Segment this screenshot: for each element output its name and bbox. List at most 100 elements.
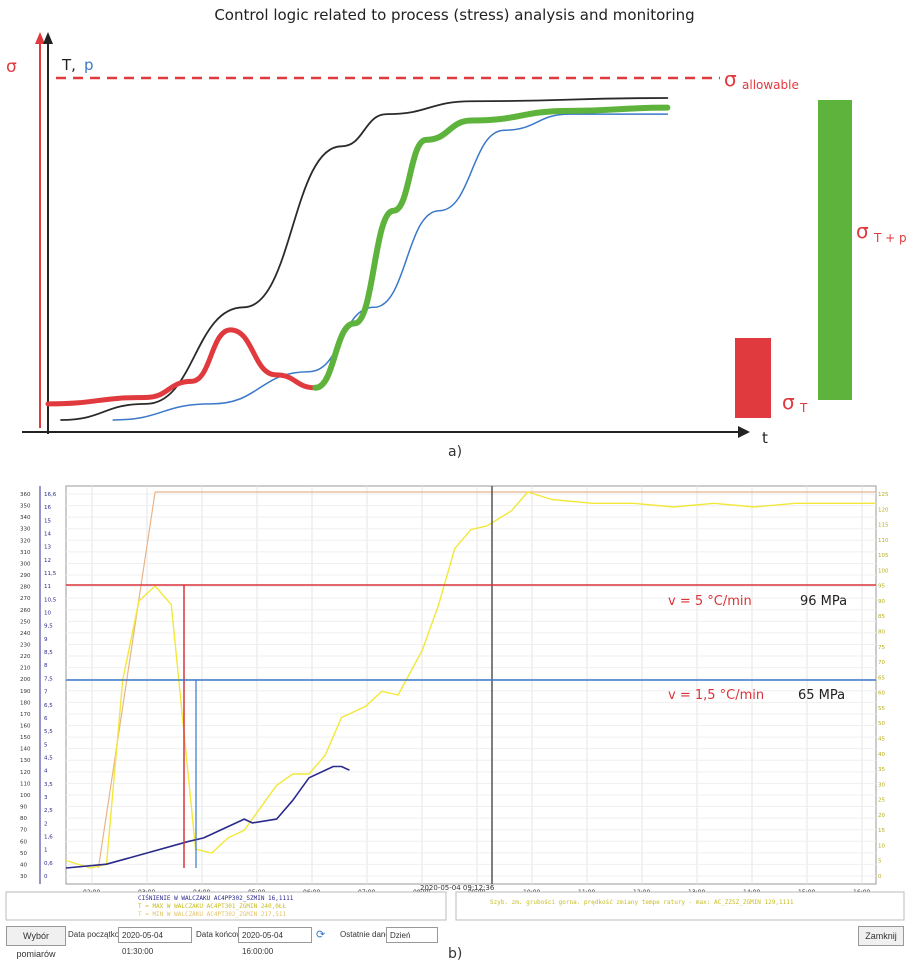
- y-right-tick-label: 20: [878, 813, 885, 819]
- caption-a: a): [448, 444, 462, 458]
- close-button[interactable]: Zamknij: [858, 926, 904, 946]
- y-pressure-tick-label: 7,5: [44, 676, 53, 682]
- y-pressure-tick-label: 5,5: [44, 729, 53, 735]
- y-right-tick-label: 125: [878, 492, 889, 498]
- y-right-tick-label: 85: [878, 614, 885, 620]
- y-left-tick-label: 100: [20, 793, 31, 799]
- series-navy: [65, 765, 350, 869]
- legend-rate: Szyb. zm. grubości gorna. prędkość zmian…: [490, 899, 794, 906]
- y-pressure-tick-label: 0,6: [44, 861, 53, 867]
- y-pressure-tick-label: 6: [44, 716, 48, 722]
- y-pressure-tick-label: 1,6: [44, 834, 53, 840]
- y-pressure-tick-label: 3: [44, 795, 48, 801]
- y-pressure-tick-label: 8,5: [44, 650, 53, 656]
- chart-a: σ T, p t σ allowable σ T σ T + p a): [6, 32, 907, 458]
- legend-right-box: [455, 891, 905, 921]
- y-right-tick-label: 15: [878, 828, 885, 834]
- start-date-field[interactable]: 2020-05-04 01:30:00: [118, 927, 192, 956]
- y-right-tick-label: 0: [878, 874, 882, 880]
- y-left-tick-label: 330: [20, 527, 31, 533]
- allowable-symbol: σ: [724, 67, 737, 91]
- y-right-tick-label: 95: [878, 584, 885, 590]
- y-left-tick-label: 340: [20, 515, 31, 521]
- y-left-tick-label: 310: [20, 550, 31, 556]
- rate-1-5-label: v = 1,5 °C/min: [668, 688, 764, 703]
- sigma-t-subscript: T: [799, 401, 808, 415]
- y-left-tick-label: 50: [20, 851, 27, 857]
- start-date-label: Data początkowa:: [68, 930, 132, 939]
- y-right-tick-label: 25: [878, 798, 885, 804]
- y-right-tick-label: 75: [878, 645, 885, 651]
- y-left-tick-label: 190: [20, 689, 31, 695]
- rate-1-5-value: 65 MPa: [798, 688, 845, 703]
- curve-red: [45, 327, 318, 407]
- y-left-tick-label: 210: [20, 666, 31, 672]
- y-left-tick-label: 120: [20, 770, 31, 776]
- rate-5-value: 96 MPa: [800, 594, 847, 609]
- y-left-tick-label: 110: [20, 781, 31, 787]
- y-left-tick-label: 160: [20, 724, 31, 730]
- y-pressure-tick-label: 2,5: [44, 808, 53, 814]
- y-pressure-tick-label: 15: [44, 518, 51, 524]
- y-right-tick-label: 80: [878, 630, 885, 636]
- y-pressure-tick-label: 13: [44, 545, 51, 551]
- refresh-icon[interactable]: ⟳: [316, 928, 326, 941]
- y-pressure-tick-label: 6,5: [44, 703, 53, 709]
- y-pressure-tick-label: 14: [44, 532, 51, 538]
- y-left-tick-label: 90: [20, 805, 27, 811]
- chart-title: Control logic related to process (stress…: [214, 6, 695, 24]
- y-left-tick-label: 130: [20, 758, 31, 764]
- y-pressure-tick-label: 7: [44, 690, 48, 696]
- y-left-tick-label: 240: [20, 631, 31, 637]
- end-date-field[interactable]: 2020-05-04 16:00:00: [238, 927, 312, 956]
- curve-black: [60, 97, 669, 421]
- y-right-tick-label: 90: [878, 599, 885, 605]
- y-left-tick-label: 180: [20, 700, 31, 706]
- sigma-t-symbol: σ: [782, 390, 795, 414]
- y-left-tick-label: 220: [20, 654, 31, 660]
- curve-blue: [112, 113, 669, 421]
- y-left-tick-label: 290: [20, 573, 31, 579]
- y-left-tick-label: 280: [20, 585, 31, 591]
- y-right-tick-label: 55: [878, 706, 885, 712]
- y-left-tick-label: 230: [20, 642, 31, 648]
- time-axis-arrow: [738, 426, 750, 438]
- y-right-tick-label: 50: [878, 721, 885, 727]
- sigma-axis-label: σ: [6, 57, 17, 77]
- y-pressure-tick-label: 8: [44, 663, 48, 669]
- plot-area: [65, 485, 877, 885]
- y-right-tick-label: 10: [878, 843, 885, 849]
- y-pressure-tick-label: 2: [44, 821, 48, 827]
- sigma-axis-arrow: [35, 32, 45, 44]
- legend-tmin: T = MIN W WALCZAKU AC4PT302_ZGMIN 217,51…: [138, 911, 286, 918]
- series-yellow: [65, 491, 876, 869]
- legend-tmax: T = MAX W WALCZAKU AC4PT301_ZGMIN 240,0Ł…: [138, 903, 286, 910]
- y-pressure-tick-label: 1: [44, 848, 48, 854]
- sigma-tp-bar: [818, 100, 852, 400]
- legend-left-box: [5, 891, 447, 921]
- curve-green: [312, 104, 671, 391]
- last-data-label: Ostatnie dane:: [340, 930, 393, 939]
- y-right-tick-label: 40: [878, 752, 885, 758]
- y-right-tick-label: 110: [878, 538, 889, 544]
- last-data-select[interactable]: Dzień: [386, 927, 438, 943]
- y-left-tick-label: 30: [20, 874, 27, 880]
- y-pressure-tick-label: 0: [44, 874, 48, 880]
- caption-b: b): [448, 946, 463, 962]
- y-pressure-tick-label: 5: [44, 742, 48, 748]
- y-right-tick-label: 35: [878, 767, 885, 773]
- y-right-tick-label: 115: [878, 523, 889, 529]
- y-pressure-tick-label: 11: [44, 584, 51, 590]
- sigma-tp-symbol: σ: [856, 219, 869, 243]
- sigma-tp-subscript: T + p: [873, 231, 907, 245]
- measurements-button[interactable]: Wybór pomiarów: [6, 926, 66, 959]
- y-pressure-tick-label: 9: [44, 637, 48, 643]
- y-left-tick-label: 170: [20, 712, 31, 718]
- y-right-tick-label: 30: [878, 782, 885, 788]
- tp-axis-arrow: [43, 32, 53, 44]
- p-axis-label: p: [84, 56, 94, 74]
- y-pressure-tick-label: 11,5: [44, 571, 57, 577]
- end-date-label: Data końcowa:: [196, 930, 249, 939]
- y-right-tick-label: 120: [878, 507, 889, 513]
- y-left-tick-label: 60: [20, 839, 27, 845]
